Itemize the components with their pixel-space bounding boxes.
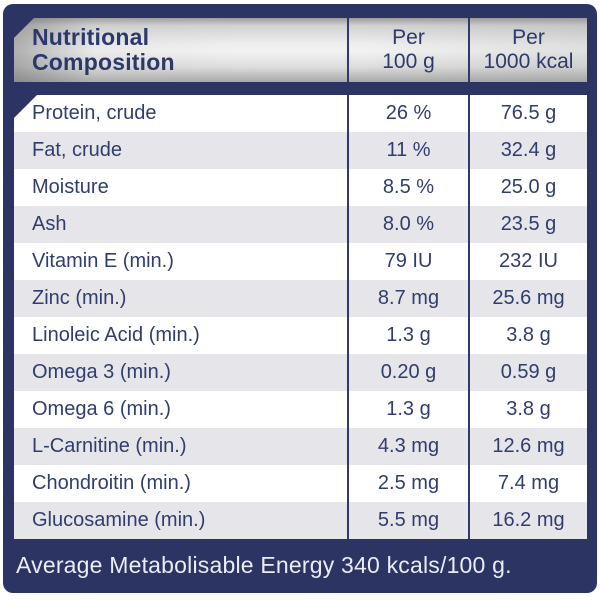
row-value-per-100g: 11 % xyxy=(347,132,468,169)
row-value-per-100g: 0.20 g xyxy=(347,354,468,391)
row-value-per-1000kcal: 23.5 g xyxy=(468,206,587,243)
col-header-per-100g-line2: 100 g xyxy=(382,50,435,73)
row-value-per-100g: 79 IU xyxy=(347,243,468,280)
row-value-per-100g: 1.3 g xyxy=(347,391,468,428)
row-label: Omega 6 (min.) xyxy=(32,398,171,420)
table-body: Protein, crude 26 % 76.5 g Fat, crude 11… xyxy=(14,95,587,539)
table-row: Moisture 8.5 % 25.0 g xyxy=(14,169,587,206)
header-title-line2: Composition xyxy=(32,49,175,75)
col-header-per-1000kcal-line1: Per xyxy=(512,25,545,49)
table-row: Glucosamine (min.) 5.5 mg 16.2 mg xyxy=(14,502,587,539)
row-value-per-1000kcal: 25.6 mg xyxy=(468,280,587,317)
table-header: Nutritional Composition Per 100 g Per 10… xyxy=(14,18,587,82)
metabolisable-energy-note: Average Metabolisable Energy 340 kcals/1… xyxy=(14,539,587,592)
table-row: Vitamin E (min.) 79 IU 232 IU xyxy=(14,243,587,280)
label-frame: Nutritional Composition Per 100 g Per 10… xyxy=(3,4,597,593)
col-header-per-100g: Per 100 g xyxy=(347,18,468,82)
row-value-per-100g: 8.7 mg xyxy=(347,280,468,317)
table-row: Ash 8.0 % 23.5 g xyxy=(14,206,587,243)
row-value-per-100g: 26 % xyxy=(347,95,468,132)
row-value-per-100g: 2.5 mg xyxy=(347,465,468,502)
table-row: Linoleic Acid (min.) 1.3 g 3.8 g xyxy=(14,317,587,354)
header-title: Nutritional Composition xyxy=(14,18,347,82)
row-label: Linoleic Acid (min.) xyxy=(32,324,200,346)
row-value-per-100g: 8.0 % xyxy=(347,206,468,243)
metabolisable-energy-text: Average Metabolisable Energy 340 kcals/1… xyxy=(16,552,512,578)
table-row: Protein, crude 26 % 76.5 g xyxy=(14,95,587,132)
row-label: Glucosamine (min.) xyxy=(32,509,206,531)
row-value-per-100g: 4.3 mg xyxy=(347,428,468,465)
row-value-per-100g: 1.3 g xyxy=(347,317,468,354)
row-value-per-1000kcal: 3.8 g xyxy=(468,317,587,354)
row-value-per-100g: 8.5 % xyxy=(347,169,468,206)
row-label: Protein, crude xyxy=(32,102,157,124)
row-label: L-Carnitine (min.) xyxy=(32,435,187,457)
table-row: Omega 6 (min.) 1.3 g 3.8 g xyxy=(14,391,587,428)
row-value-per-100g: 5.5 mg xyxy=(347,502,468,539)
row-value-per-1000kcal: 25.0 g xyxy=(468,169,587,206)
row-value-per-1000kcal: 32.4 g xyxy=(468,132,587,169)
row-value-per-1000kcal: 7.4 mg xyxy=(468,465,587,502)
table-row: Fat, crude 11 % 32.4 g xyxy=(14,132,587,169)
table-row: Omega 3 (min.) 0.20 g 0.59 g xyxy=(14,354,587,391)
row-value-per-1000kcal: 12.6 mg xyxy=(468,428,587,465)
row-value-per-1000kcal: 0.59 g xyxy=(468,354,587,391)
row-label: Moisture xyxy=(32,176,109,198)
row-value-per-1000kcal: 3.8 g xyxy=(468,391,587,428)
col-header-per-100g-line1: Per xyxy=(392,25,425,49)
row-label: Ash xyxy=(32,213,67,235)
table-row: L-Carnitine (min.) 4.3 mg 12.6 mg xyxy=(14,428,587,465)
row-value-per-1000kcal: 76.5 g xyxy=(468,95,587,132)
row-label: Fat, crude xyxy=(32,139,123,161)
table-row: Zinc (min.) 8.7 mg 25.6 mg xyxy=(14,280,587,317)
table-row: Chondroitin (min.) 2.5 mg 7.4 mg xyxy=(14,465,587,502)
row-label: Zinc (min.) xyxy=(32,287,127,309)
col-header-per-1000kcal: Per 1000 kcal xyxy=(468,18,587,82)
row-label: Vitamin E (min.) xyxy=(32,250,174,272)
row-label: Omega 3 (min.) xyxy=(32,361,171,383)
row-value-per-1000kcal: 232 IU xyxy=(468,243,587,280)
col-header-per-1000kcal-line2: 1000 kcal xyxy=(483,50,574,73)
row-value-per-1000kcal: 16.2 mg xyxy=(468,502,587,539)
row-label: Chondroitin (min.) xyxy=(32,472,191,494)
header-title-line1: Nutritional xyxy=(32,23,150,50)
